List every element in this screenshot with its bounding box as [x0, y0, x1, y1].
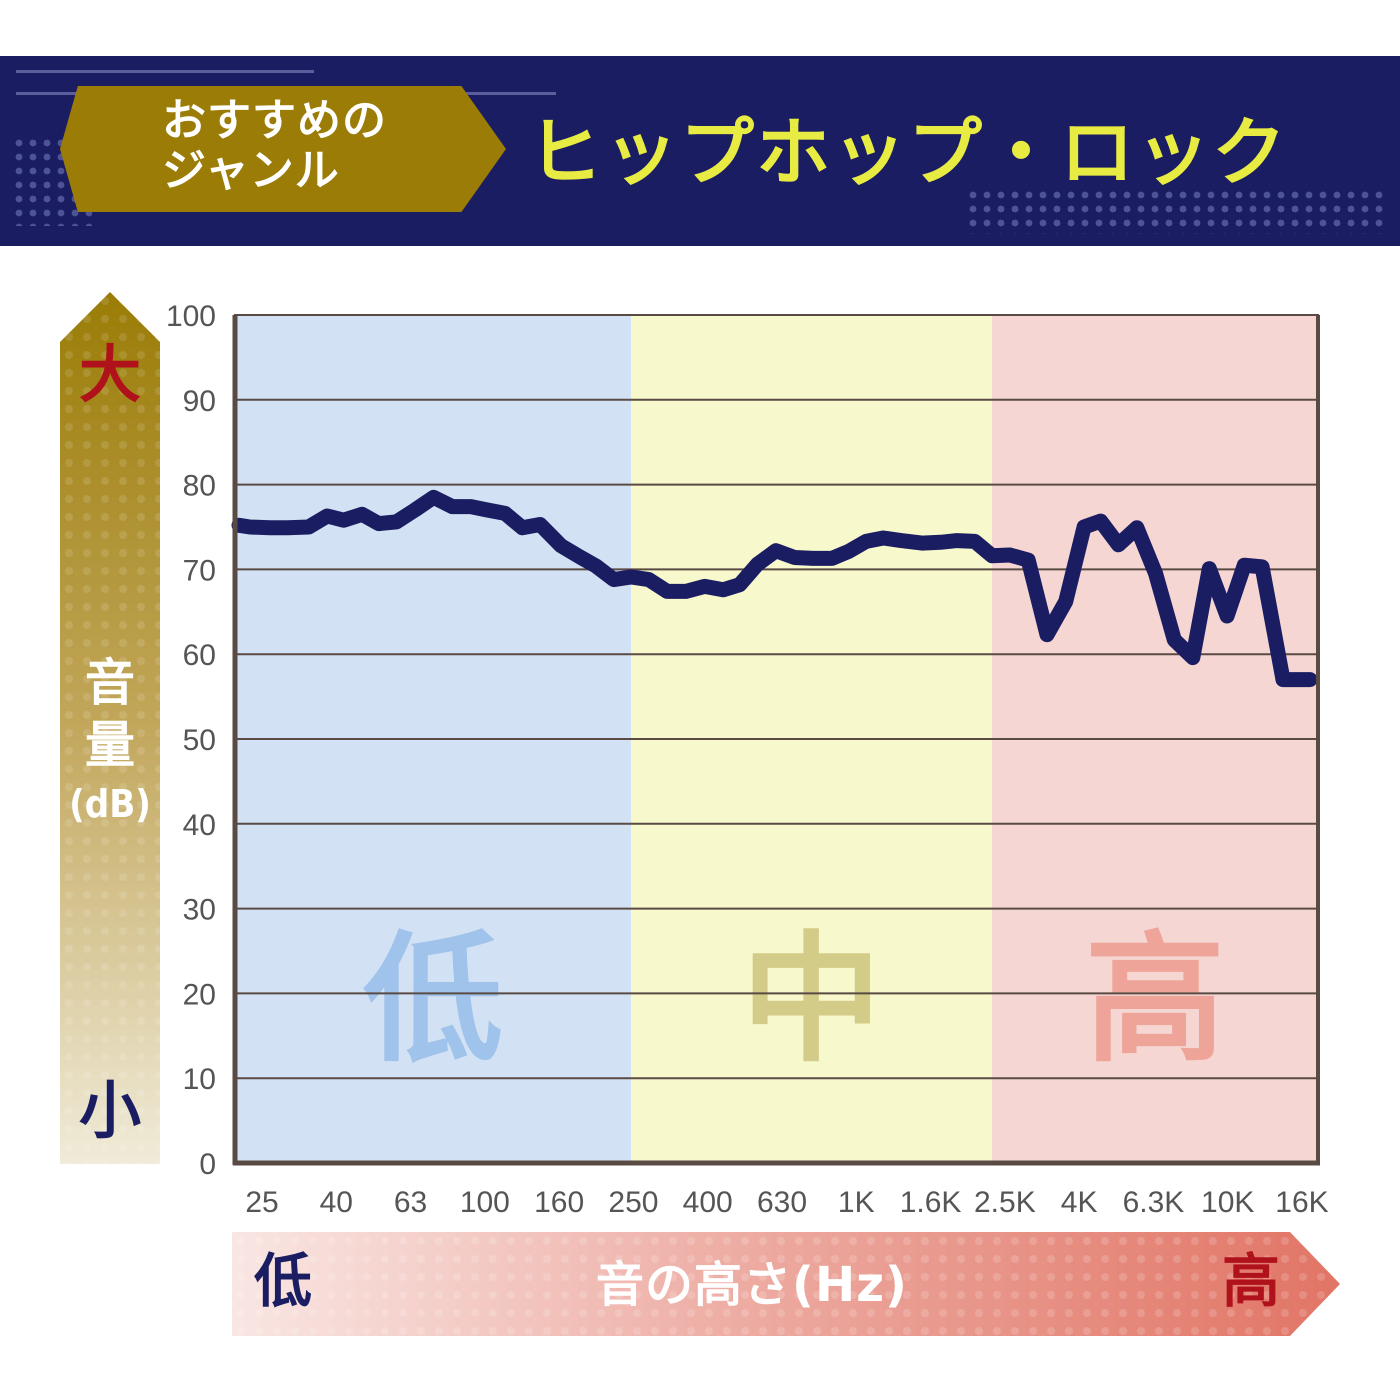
x-tick-labels: 25 40 63 100 160 250 400 630 1K 1.6K 2.5K 4K 6.3K 10K…: [245, 1186, 1328, 1219]
x-tick-label: 4K: [1061, 1186, 1098, 1219]
y-tick-label: 0: [199, 1148, 216, 1181]
x-tick-label: 1.6K: [900, 1186, 962, 1219]
y-tick-labels: 0 10 20 30 40 50 60 70 80 90 100: [166, 300, 216, 1181]
y-tick-label: 90: [183, 385, 216, 418]
banner-dot-pattern: [966, 188, 1386, 234]
pitch-high-label: 高: [1222, 1247, 1281, 1315]
x-tick-label: 100: [460, 1186, 510, 1219]
volume-axis-arrow: 大 音 量 (dB) 小: [60, 292, 160, 1164]
series-line: [231, 489, 1318, 688]
x-tick-label: 400: [683, 1186, 733, 1219]
banner-stripe: [16, 70, 314, 73]
volume-label-char: 量: [85, 716, 135, 774]
recommended-genre-label-line1: おすすめの: [162, 95, 387, 146]
volume-arrow-shape: [60, 292, 160, 1164]
x-tick-label: 2.5K: [974, 1186, 1036, 1219]
y-tick-label: 10: [183, 1063, 216, 1096]
x-tick-label: 40: [320, 1186, 353, 1219]
x-tick-label: 250: [608, 1186, 658, 1219]
x-tick-label: 16K: [1275, 1186, 1328, 1219]
volume-label-char: 音: [85, 654, 135, 712]
y-tick-label: 80: [183, 470, 216, 503]
recommended-genre-label: おすすめの ジャンル: [60, 86, 506, 212]
volume-high-label: 大: [78, 338, 141, 411]
x-tick-label: 1K: [838, 1186, 875, 1219]
y-tick-label: 20: [183, 978, 216, 1011]
y-tick-label: 40: [183, 809, 216, 842]
y-tick-label: 50: [183, 724, 216, 757]
y-tick-label: 70: [183, 554, 216, 587]
y-tick-label: 30: [183, 894, 216, 927]
header-banner: おすすめの ジャンル ヒップホップ・ロック: [0, 56, 1400, 246]
band-labels: 低中高: [363, 919, 1225, 1082]
pitch-low-label: 低: [254, 1247, 313, 1315]
x-tick-label: 25: [245, 1186, 278, 1219]
volume-unit: (dB): [69, 782, 151, 826]
volume-low-label: 小: [78, 1074, 141, 1147]
pitch-axis-title: 音の高さ(Hz): [596, 1257, 908, 1313]
band-label: 低: [363, 919, 503, 1082]
x-tick-label: 6.3K: [1123, 1186, 1185, 1219]
band-label: 中: [741, 919, 881, 1082]
band-label: 高: [1085, 919, 1225, 1082]
x-tick-label: 10K: [1201, 1186, 1254, 1219]
genre-title: ヒップホップ・ロック: [528, 110, 1288, 196]
pitch-axis-arrow: 低 音の高さ(Hz) 高: [232, 1232, 1340, 1336]
x-tick-label: 63: [394, 1186, 427, 1219]
x-tick-label: 630: [757, 1186, 807, 1219]
pitch-arrow-shape: [232, 1232, 1340, 1336]
recommended-genre-label-line2: ジャンル: [162, 145, 340, 196]
plot-frame: [232, 314, 1320, 1166]
response-series: [231, 489, 1318, 688]
volume-axis-title: 音 量 (dB): [60, 652, 160, 832]
y-tick-label: 100: [166, 300, 216, 333]
frequency-response-chart: 低中高 0102030405060708090100 25 40 63 100 160 2…: [166, 300, 1329, 1219]
y-tick-label: 60: [183, 639, 216, 672]
x-tick-label: 160: [534, 1186, 584, 1219]
